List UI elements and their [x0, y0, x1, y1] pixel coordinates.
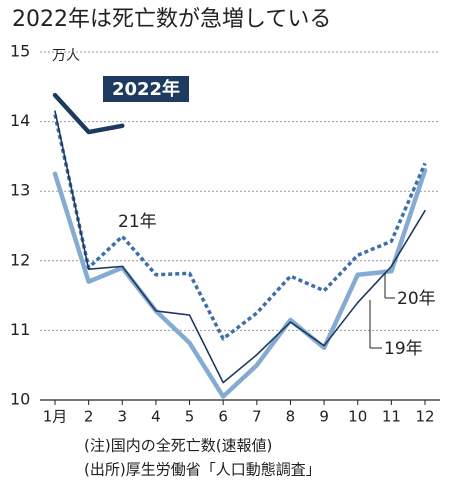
x-tick-label: 12: [415, 408, 434, 426]
x-tick-label: 6: [218, 408, 228, 426]
x-tick-label: 11: [382, 408, 401, 426]
x-tick-label: 10: [348, 408, 367, 426]
x-tick-label: 2: [84, 408, 94, 426]
y-tick-label: 12: [10, 250, 30, 269]
y-unit: 万人: [52, 48, 80, 64]
x-tick-label: 1月: [43, 408, 68, 426]
y-tick-label: 15: [10, 42, 30, 61]
note: (注)国内の全死亡数(速報値): [84, 437, 272, 455]
y-tick-label: 10: [10, 390, 30, 409]
series-label: 2022年: [112, 78, 180, 100]
note: (出所)厚生労働省「人口動態調査」: [84, 461, 321, 479]
series-label: 20年: [397, 289, 436, 309]
y-tick-label: 13: [10, 181, 30, 200]
legend-box: [103, 76, 189, 102]
series-label: 19年: [384, 339, 423, 359]
x-tick-label: 3: [117, 408, 127, 426]
chart-title: 2022年は死亡数が急増している: [12, 7, 331, 32]
y-tick-label: 14: [10, 111, 30, 130]
x-tick-label: 9: [319, 408, 329, 426]
series-line: [52, 92, 125, 135]
series-label: 21年: [118, 212, 157, 232]
series-line: [52, 168, 428, 399]
y-tick-label: 11: [10, 320, 30, 339]
series-line: [54, 110, 426, 384]
x-tick-label: 4: [151, 408, 161, 426]
x-tick-label: 7: [252, 408, 262, 426]
x-tick-label: 8: [286, 408, 296, 426]
x-tick-label: 5: [185, 408, 195, 426]
